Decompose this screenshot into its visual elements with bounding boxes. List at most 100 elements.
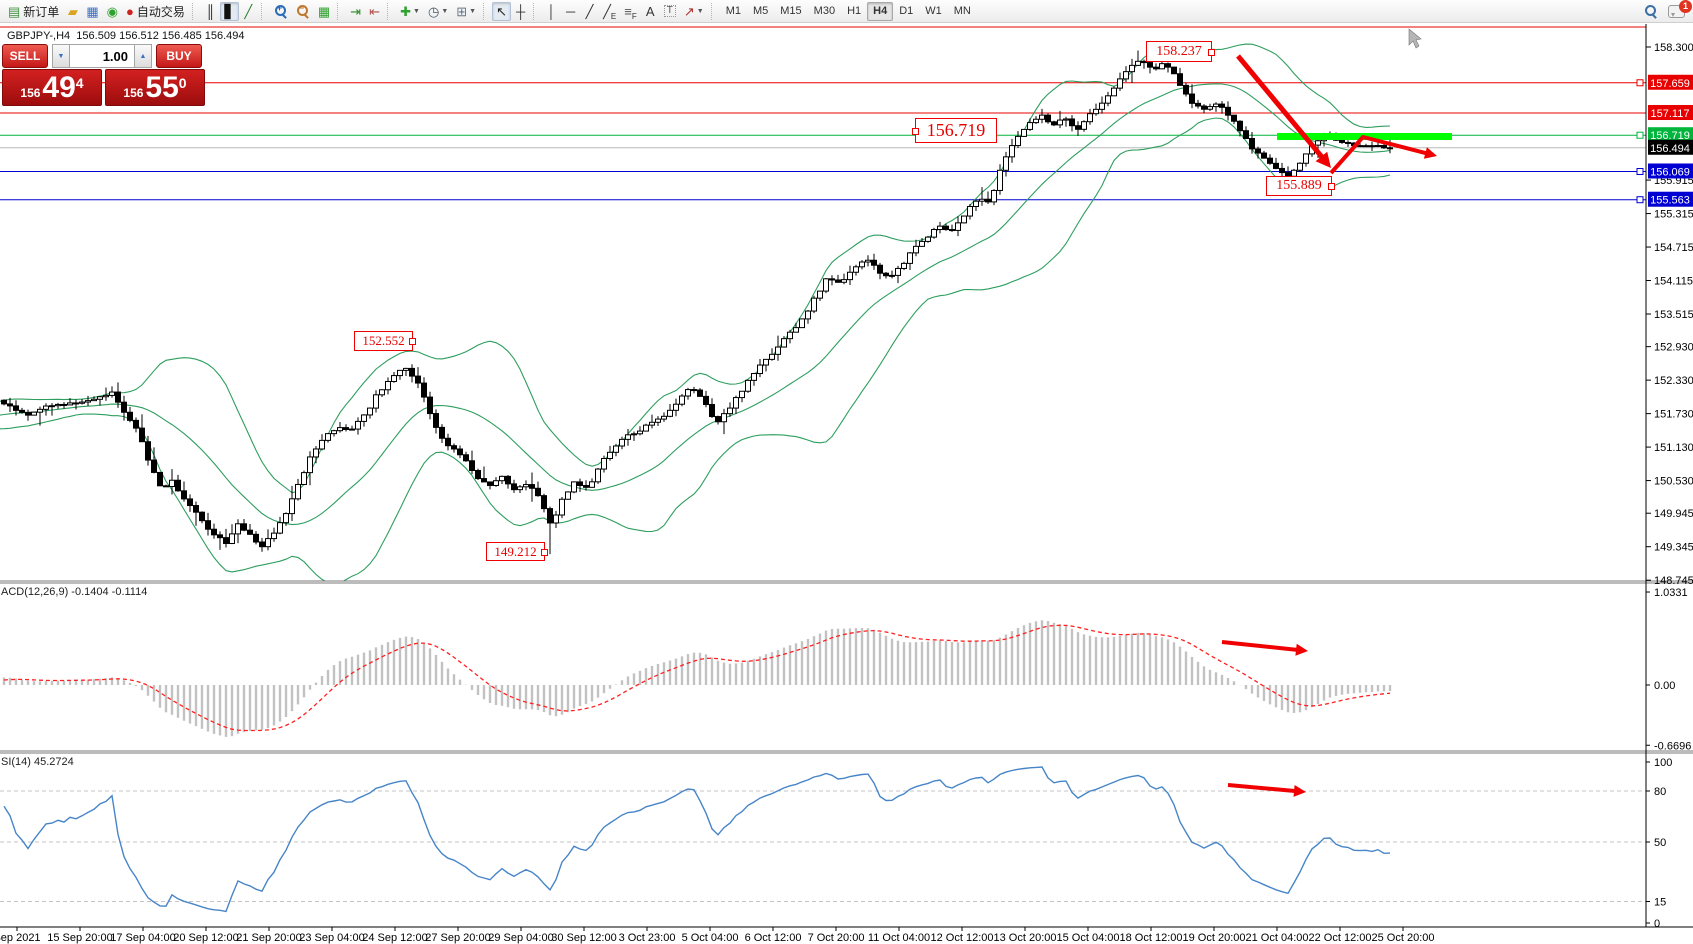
svg-text:25 Oct 20:00: 25 Oct 20:00 bbox=[1372, 932, 1435, 944]
search-icon[interactable] bbox=[1644, 4, 1658, 19]
rsi-indicator bbox=[0, 766, 1646, 913]
timeframe-H1[interactable]: H1 bbox=[841, 2, 867, 21]
buy-price-display[interactable]: 156 55 0 bbox=[105, 69, 205, 106]
trend-arrow[interactable] bbox=[1227, 783, 1306, 797]
arrows-icon: ↗ bbox=[683, 3, 695, 19]
svg-text:27 Sep 20:00: 27 Sep 20:00 bbox=[425, 932, 490, 944]
toolbar-separator bbox=[387, 2, 392, 20]
fibonacci-icon: ≡F bbox=[624, 3, 637, 21]
bar-chart-button[interactable]: ║ bbox=[201, 2, 220, 21]
tile-windows-button[interactable]: ▦ bbox=[314, 2, 334, 21]
dropdown-caret-icon[interactable]: ▼ bbox=[413, 7, 420, 15]
sell-price-pip: 4 bbox=[75, 75, 84, 91]
buy-price-prefix: 156 bbox=[123, 86, 144, 100]
cursor-button[interactable]: ↖ bbox=[492, 1, 512, 21]
vertical-line-button[interactable]: │ bbox=[542, 2, 561, 21]
toolbar-separator bbox=[533, 2, 538, 20]
auto-scroll-button[interactable]: ⇥ bbox=[346, 2, 365, 21]
svg-text:156.494: 156.494 bbox=[1650, 143, 1690, 155]
timeframe-M30[interactable]: M30 bbox=[808, 2, 841, 21]
chart-shift-button[interactable]: ⇤ bbox=[365, 2, 384, 21]
timeframe-MN[interactable]: MN bbox=[948, 2, 977, 21]
price-badge-157.659: 157.659 bbox=[1636, 74, 1693, 90]
periods-icon: ◷ bbox=[427, 3, 440, 19]
text-label-button[interactable]: T bbox=[660, 2, 680, 21]
chart-window-button[interactable]: ▦ bbox=[82, 2, 102, 21]
svg-text:156.719: 156.719 bbox=[1650, 130, 1690, 142]
equidistant-channel-button[interactable]: ╱E bbox=[599, 2, 620, 21]
line-chart-icon: ╱ bbox=[244, 3, 253, 19]
svg-text:151.130: 151.130 bbox=[1654, 442, 1693, 454]
dropdown-caret-icon[interactable]: ▼ bbox=[441, 7, 449, 15]
timeframe-M1[interactable]: M1 bbox=[720, 2, 747, 21]
price-label-annotation-156.719[interactable]: 156.719 bbox=[912, 118, 997, 143]
horizontal-line-button[interactable]: ─ bbox=[561, 2, 580, 21]
sell-button[interactable]: SELL bbox=[2, 44, 48, 68]
auto-trading-button[interactable]: ● 自动交易 bbox=[122, 2, 189, 21]
indicators-button[interactable]: ✚ ▼ bbox=[396, 2, 424, 21]
price-label-annotation-149.212[interactable]: 149.212 bbox=[486, 542, 548, 561]
auto-trading-button-label: 自动交易 bbox=[136, 4, 185, 19]
dropdown-caret-icon[interactable]: ▼ bbox=[469, 7, 477, 15]
zoom-in-button[interactable]: + bbox=[270, 2, 292, 21]
signals-button[interactable]: ◉ bbox=[103, 2, 122, 21]
svg-text:154.715: 154.715 bbox=[1654, 242, 1693, 254]
price-label-annotation-158.237[interactable]: 158.237 bbox=[1146, 41, 1215, 62]
trend-arrow[interactable] bbox=[1221, 640, 1308, 656]
new-order-button[interactable]: ▤ 新订单 bbox=[4, 2, 63, 21]
templates-icon: ⊞ bbox=[456, 3, 468, 19]
trend-arrow[interactable] bbox=[1329, 135, 1437, 175]
vertical-line-icon: │ bbox=[547, 3, 556, 19]
svg-text:149.345: 149.345 bbox=[1654, 542, 1693, 554]
timeframe-D1[interactable]: D1 bbox=[893, 2, 919, 21]
chart-window-icon: ▦ bbox=[86, 3, 99, 19]
trendline-button[interactable]: ╱ bbox=[580, 2, 599, 21]
horizontal-line-objects[interactable] bbox=[0, 26, 1646, 201]
svg-text:19 Oct 20:00: 19 Oct 20:00 bbox=[1183, 932, 1246, 944]
buy-button[interactable]: BUY bbox=[156, 44, 202, 68]
one-click-trading-panel: SELL ▼ ▲ BUY 156 49 4 156 55 0 bbox=[2, 44, 208, 106]
timeframe-H4[interactable]: H4 bbox=[867, 1, 894, 21]
candlestick-chart-button[interactable]: ▋ bbox=[219, 1, 239, 21]
svg-text:1.0331: 1.0331 bbox=[1654, 587, 1688, 599]
crosshair-button[interactable]: ┼ bbox=[511, 2, 530, 21]
templates-button[interactable]: ⊞ ▼ bbox=[452, 2, 480, 21]
timeframe-M15[interactable]: M15 bbox=[774, 2, 807, 21]
volume-increase-button[interactable]: ▲ bbox=[134, 44, 152, 68]
zoom-out-button[interactable]: − bbox=[292, 2, 314, 21]
volume-decrease-button[interactable]: ▼ bbox=[52, 44, 70, 68]
candlestick-chart-icon: ▋ bbox=[224, 3, 235, 19]
svg-text:148.745: 148.745 bbox=[1654, 575, 1693, 587]
toolbar-right-area: 1 bbox=[1644, 0, 1692, 19]
svg-text:18 Oct 12:00: 18 Oct 12:00 bbox=[1120, 932, 1183, 944]
fibonacci-button[interactable]: ≡F bbox=[620, 2, 640, 21]
timeframe-W1[interactable]: W1 bbox=[919, 2, 948, 21]
dropdown-caret-icon[interactable]: ▼ bbox=[696, 7, 704, 15]
svg-text:152.930: 152.930 bbox=[1654, 342, 1693, 354]
annotation-anchor bbox=[1208, 48, 1215, 56]
notifications-chat-icon[interactable]: 1 bbox=[1668, 0, 1692, 18]
text-button[interactable]: A bbox=[641, 2, 660, 21]
price-badge-156.494: 156.494 bbox=[1648, 139, 1693, 155]
svg-text:13 Oct 20:00: 13 Oct 20:00 bbox=[994, 932, 1057, 944]
svg-text:15 Sep 20:00: 15 Sep 20:00 bbox=[47, 932, 112, 944]
svg-text:12 Oct 12:00: 12 Oct 12:00 bbox=[931, 932, 994, 944]
timeframe-M5[interactable]: M5 bbox=[747, 2, 774, 21]
trend-arrow[interactable] bbox=[1236, 54, 1331, 168]
text-label-icon: T bbox=[663, 5, 676, 17]
rsi-indicator-label: SI(14) 45.2724 bbox=[1, 756, 74, 768]
price-label-annotation-152.552[interactable]: 152.552 bbox=[354, 331, 416, 351]
macd-indicator bbox=[2, 620, 1392, 737]
toolbar-separator bbox=[337, 2, 342, 20]
arrows-button[interactable]: ↗ ▼ bbox=[680, 2, 708, 21]
candlestick-series bbox=[1, 50, 1393, 555]
toolbar-separator bbox=[483, 2, 488, 20]
volume-input[interactable] bbox=[70, 44, 134, 68]
periods-button[interactable]: ◷ ▼ bbox=[424, 2, 452, 21]
sell-price-display[interactable]: 156 49 4 bbox=[2, 69, 102, 106]
line-chart-button[interactable]: ╱ bbox=[239, 2, 258, 21]
price-label-annotation-155.889[interactable]: 155.889 bbox=[1266, 176, 1335, 196]
market-watch-button[interactable]: ▰ bbox=[63, 2, 82, 21]
